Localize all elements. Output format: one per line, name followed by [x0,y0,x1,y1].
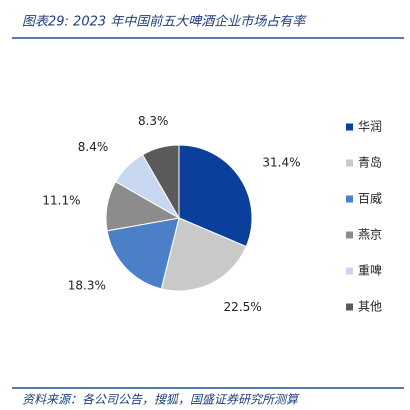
legend-label: 百威 [358,192,382,206]
data-label: 31.4% [262,155,300,169]
source: 资料来源：各公司公告，搜狐，国盛证券研究所测算 [22,393,300,407]
legend-swatch [346,303,353,311]
legend-label: 华润 [358,120,382,134]
legend-swatch [346,123,353,131]
data-label: 22.5% [224,300,262,314]
legend-swatch [346,267,353,275]
legend-label: 燕京 [358,228,382,242]
pie-slice [178,144,253,248]
chart-title: 图表29: 2023 年中国前五大啤酒企业市场占有率 [22,14,307,30]
data-label: 11.1% [42,193,80,207]
data-label: 18.3% [68,279,106,293]
pie-slice [141,144,180,220]
legend-swatch [346,159,353,167]
pie-slice [160,217,247,292]
pie-slice [106,217,180,290]
legend-swatch [346,231,353,239]
data-label: 8.4% [78,140,109,154]
legend-label: 重啤 [358,263,382,278]
data-label: 8.3% [138,114,169,128]
legend-swatch [346,195,353,203]
legend-label: 青岛 [358,155,382,170]
legend-label: 其他 [358,300,382,314]
